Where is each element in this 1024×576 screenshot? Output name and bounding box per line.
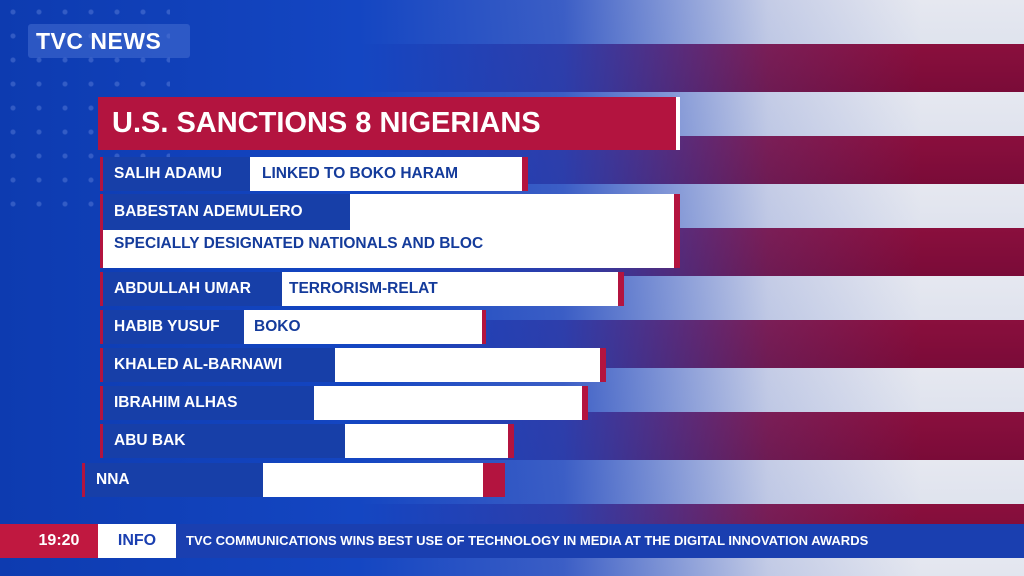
- row-detail: LINKED TO BOKO HARAM: [250, 157, 528, 191]
- ticker-time: 19:20: [0, 524, 98, 558]
- row-detail: [314, 386, 588, 420]
- sanction-row: NNA: [82, 463, 505, 497]
- row-name: IBRAHIM ALHAS: [100, 386, 314, 420]
- row-name: HABIB YUSUF: [100, 310, 244, 344]
- row-name: SALIH ADAMU: [100, 157, 250, 191]
- tvc-news-logo: TVC NEWS: [28, 24, 190, 58]
- sanction-row: LINKED TO BOKO HARAM SALIH ADAMU: [100, 157, 528, 191]
- row-detail: BOKO: [244, 310, 486, 344]
- headline-title: U.S. SANCTIONS 8 NIGERIANS: [98, 97, 680, 150]
- news-ticker: 19:20 INFO TVC COMMUNICATIONS WINS BEST …: [0, 524, 1024, 558]
- ticker-label: INFO: [98, 524, 176, 558]
- sanction-row: BOKO HABIB YUSUF: [100, 310, 486, 344]
- row-detail: [263, 463, 505, 497]
- row-name: NNA: [82, 463, 263, 497]
- sanction-row: IBRAHIM ALHAS: [100, 386, 588, 420]
- row-name: KHALED AL-BARNAWI: [100, 348, 335, 382]
- row-name: BABESTAN ADEMULERO: [100, 194, 350, 230]
- sanction-row: SPECIALLY DESIGNATED NATIONALS AND BLOC …: [100, 194, 680, 268]
- row-name: ABDULLAH UMAR: [100, 272, 282, 306]
- sanction-row: TERRORISM-RELAT ABDULLAH UMAR: [100, 272, 624, 306]
- sanction-row: ABU BAK: [100, 424, 514, 458]
- row-detail: [335, 348, 606, 382]
- sanction-row: KHALED AL-BARNAWI: [100, 348, 606, 382]
- row-detail: TERRORISM-RELAT: [282, 272, 624, 306]
- ticker-text: TVC COMMUNICATIONS WINS BEST USE OF TECH…: [186, 533, 869, 548]
- row-detail: [345, 424, 514, 458]
- row-name: ABU BAK: [100, 424, 345, 458]
